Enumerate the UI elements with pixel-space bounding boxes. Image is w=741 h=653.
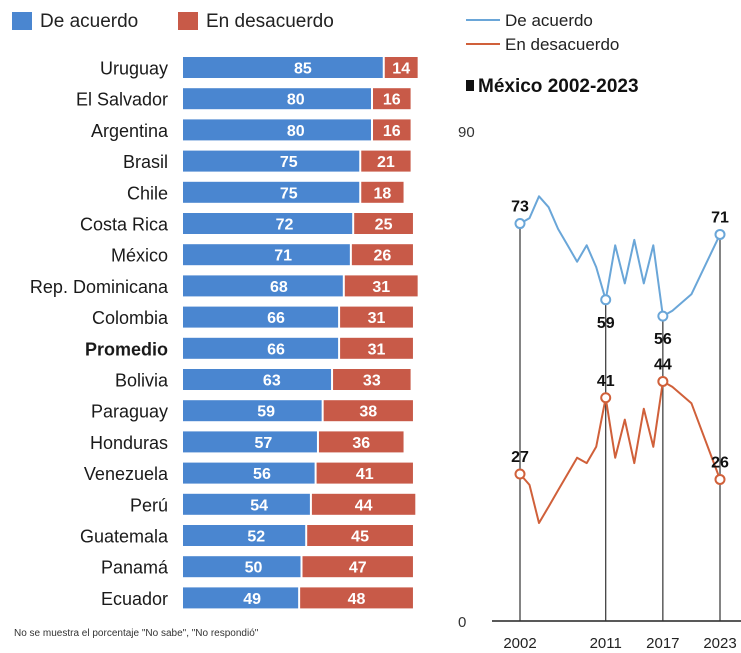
x-tick-label: 2023 [703,635,736,652]
y-tick-label: 90 [458,124,475,141]
point-label: 73 [511,199,529,216]
point-marker [658,377,667,386]
title-marker [466,80,474,91]
legend-label-en-desacuerdo-line: En desacuerdo [505,35,619,54]
point-marker [601,295,610,304]
legend-label-de-acuerdo-line: De acuerdo [505,11,593,30]
x-tick-label: 2002 [503,635,536,652]
point-marker [716,475,725,484]
series-line-en-desacuerdo [520,381,720,523]
point-marker [601,393,610,402]
y-tick-label: 0 [458,614,466,631]
point-label: 41 [597,373,615,390]
x-tick-label: 2011 [590,635,622,652]
point-marker [516,470,525,479]
line-chart-title: México 2002-2023 [478,76,639,97]
point-label: 59 [597,315,615,332]
point-marker [658,312,667,321]
x-tick-label: 2017 [646,635,679,652]
point-label: 26 [711,454,729,471]
point-marker [516,219,525,228]
point-label: 27 [511,449,529,466]
series-line-de-acuerdo [520,196,720,316]
point-label: 56 [654,331,672,348]
point-marker [716,230,725,239]
point-label: 44 [654,356,672,373]
footnote: No se muestra el porcentaje "No sabe", "… [14,628,258,639]
point-label: 71 [711,209,729,226]
